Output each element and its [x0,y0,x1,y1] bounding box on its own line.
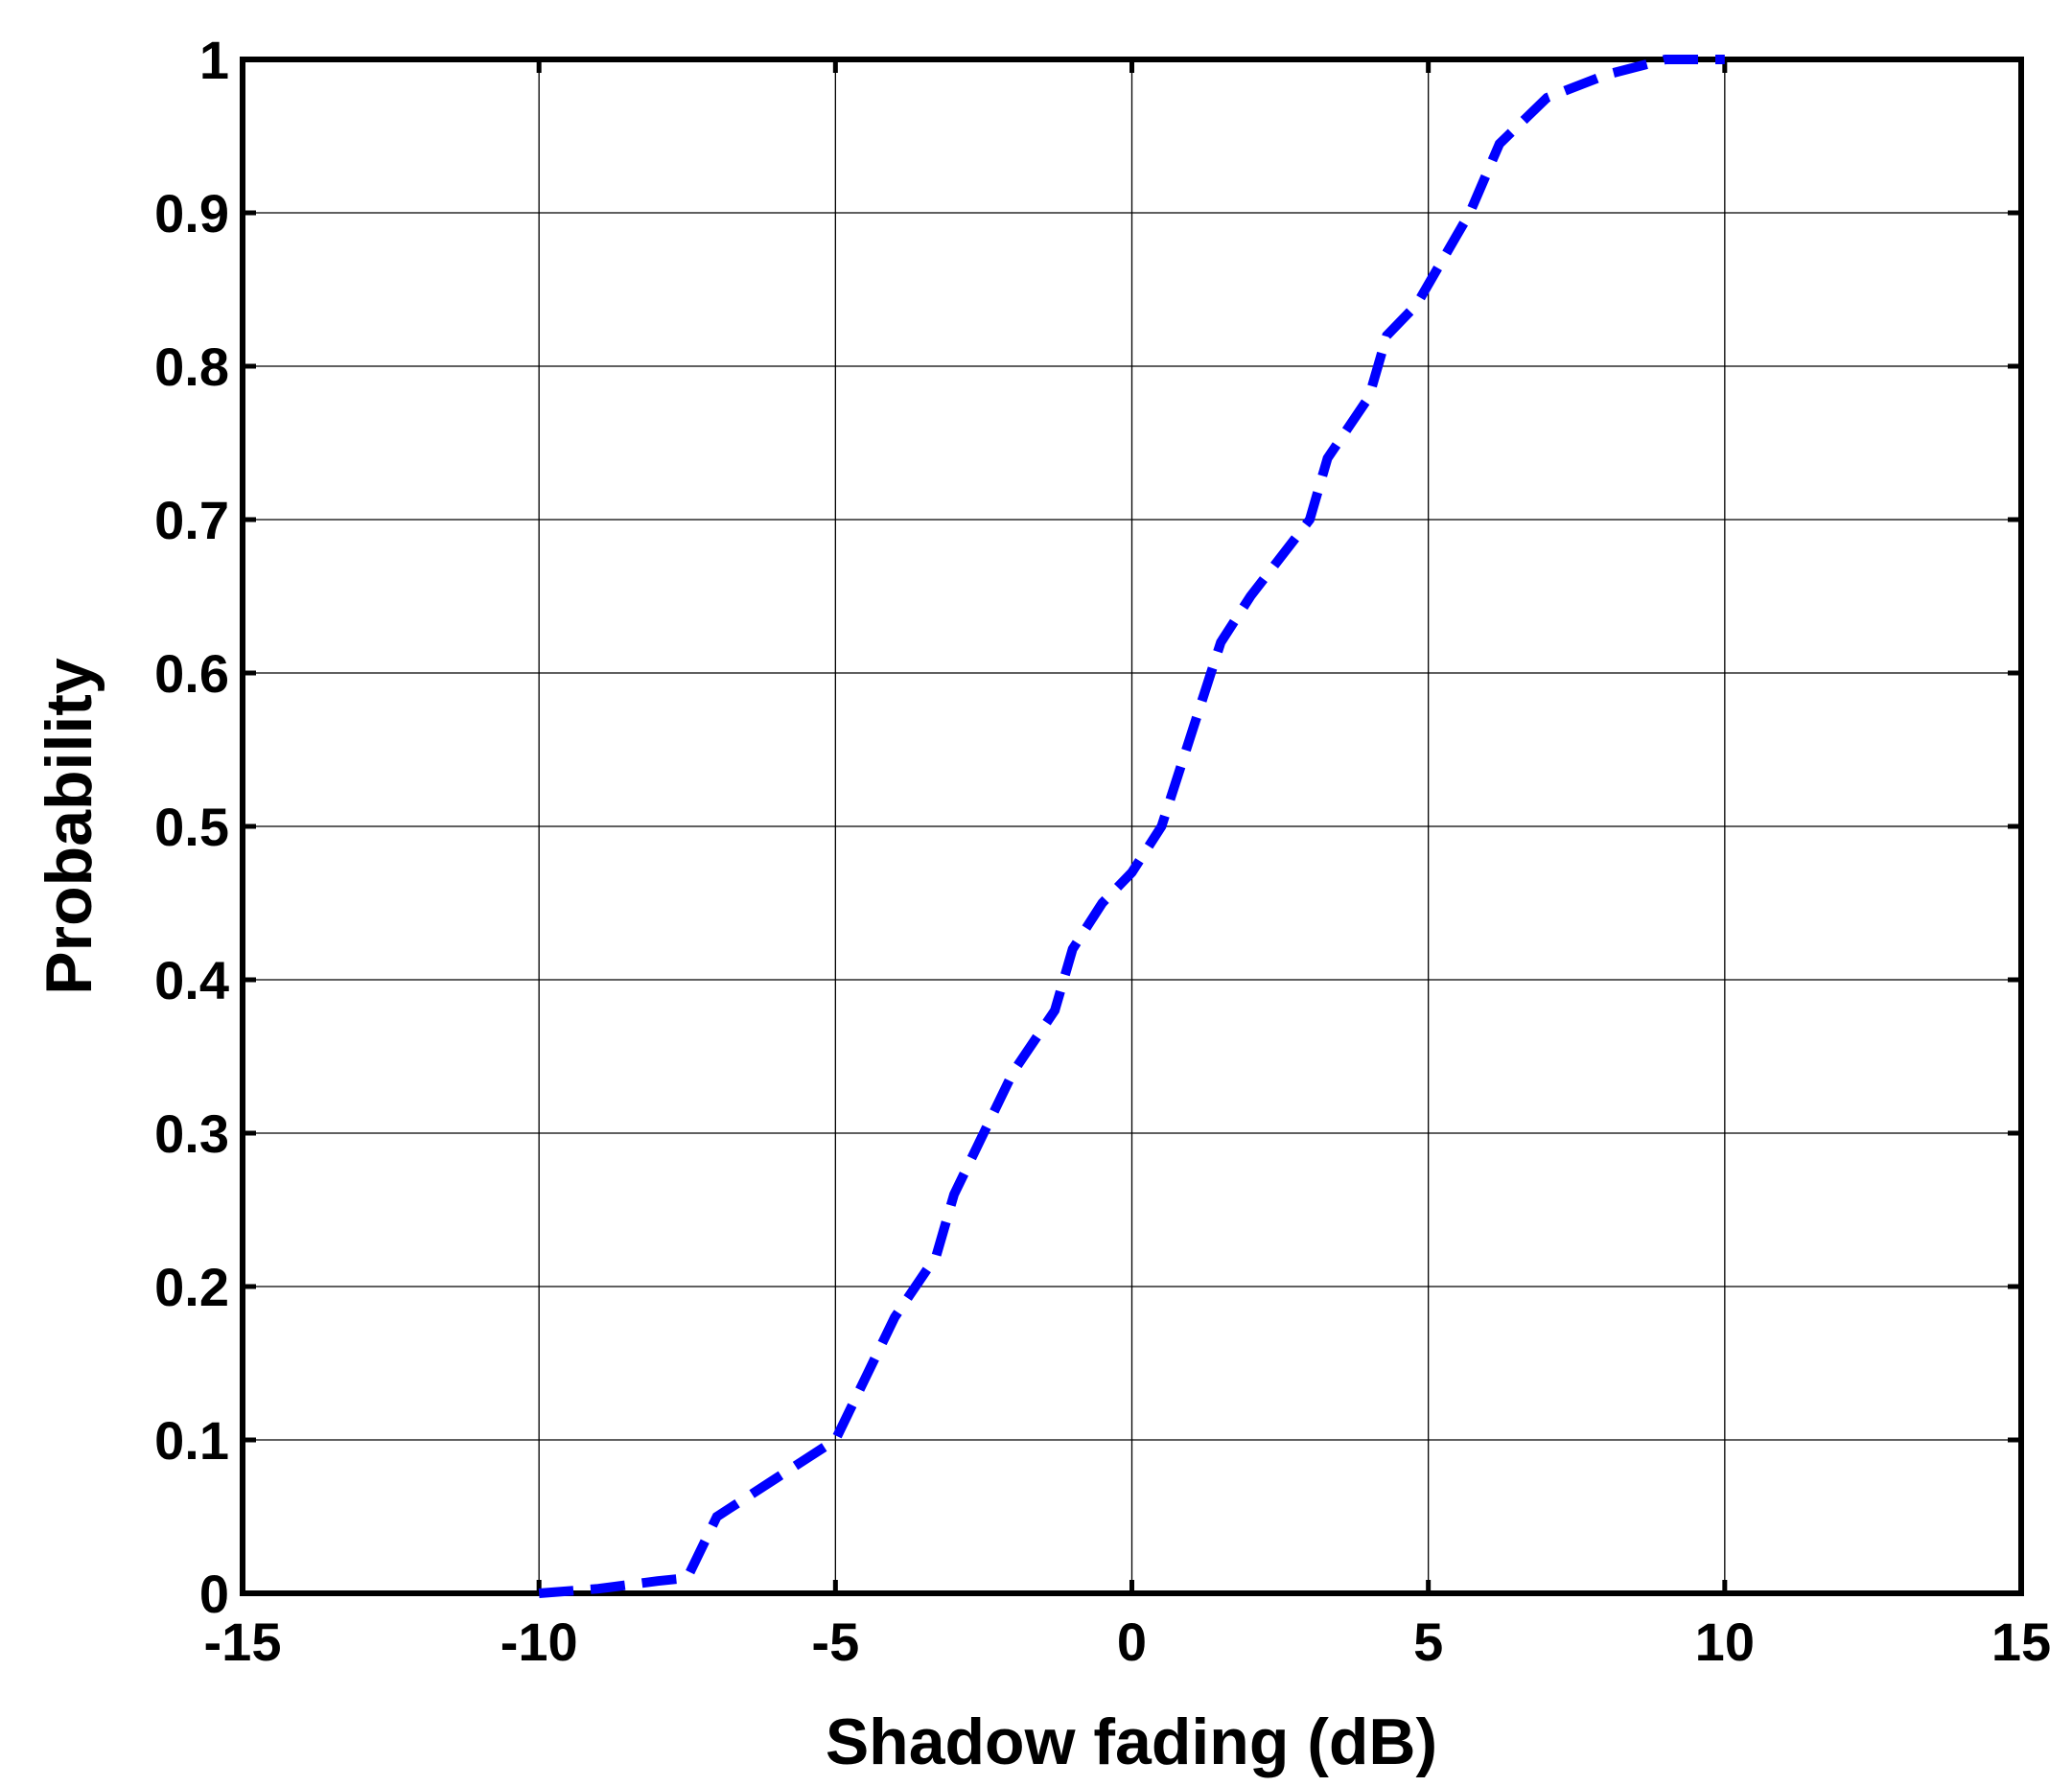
y-tick-label: 0.2 [154,1257,229,1317]
y-tick-label: 0.3 [154,1103,229,1164]
y-axis-label: Probability [33,658,105,995]
x-tick-label: -10 [501,1612,578,1672]
x-tick-label: 15 [1991,1612,2051,1672]
y-tick-label: 0.7 [154,490,229,550]
x-axis-label: Shadow fading (dB) [826,1705,1437,1778]
x-tick-label: -5 [811,1612,859,1672]
x-tick-label: -15 [204,1612,282,1672]
x-tick-label: 0 [1117,1612,1147,1672]
x-tick-label: 5 [1413,1612,1443,1672]
y-tick-label: 0.4 [154,950,229,1010]
data-line [538,55,1725,1598]
y-tick-label: 1 [199,30,229,90]
plot-frame [240,57,2024,1596]
y-tick-label: 0.6 [154,643,229,704]
x-tick-label: 10 [1695,1612,1755,1672]
y-tick-label: 0.8 [154,336,229,397]
y-tick-label: 0.5 [154,797,229,857]
y-tick-label: 0 [199,1564,229,1624]
y-tick-label: 0.9 [154,183,229,244]
y-tick-label: 0.1 [154,1410,229,1471]
